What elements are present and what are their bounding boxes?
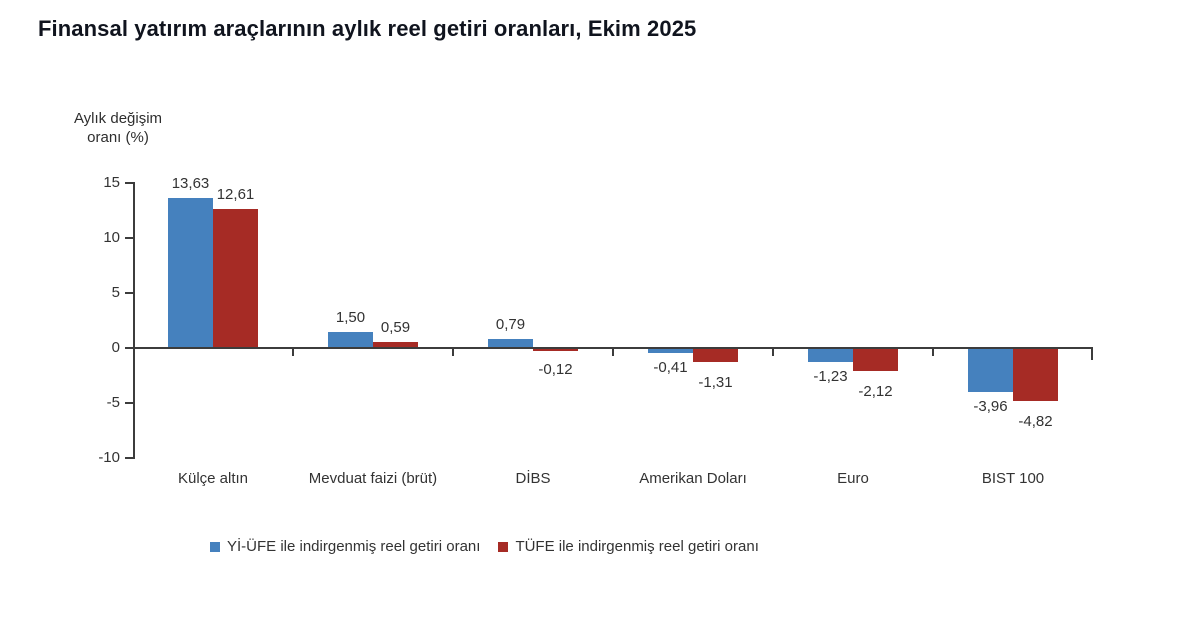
bar (853, 349, 898, 372)
x-category-label: Euro (837, 470, 869, 487)
x-axis-end-cap (1091, 348, 1093, 360)
bar-value-label: 12,61 (216, 186, 255, 204)
x-axis-tick (612, 349, 614, 356)
legend-marker-icon (498, 541, 509, 552)
bar-value-label: -1,23 (813, 367, 848, 385)
y-axis-label-line1: Aylık değişim (73, 110, 163, 127)
x-category-label: DİBS (515, 470, 551, 487)
y-axis-label: Aylık değişim oranı (%) (58, 109, 178, 147)
legend-marker-icon (210, 541, 220, 552)
x-category-label: Amerikan Doları (639, 470, 747, 487)
bar-value-label: -0,12 (538, 361, 573, 379)
legend-label: Yİ-ÜFE ile indirgenmiş reel getiri oranı (227, 538, 481, 555)
bar-value-label: -1,31 (698, 374, 733, 392)
x-category-label: Mevduat faizi (brüt) (308, 470, 438, 487)
y-axis-tick (125, 237, 134, 239)
y-tick-label: -10 (98, 449, 120, 466)
legend-item: TÜFE ile indirgenmiş reel getiri oranı (498, 538, 759, 555)
x-axis-tick (452, 349, 454, 356)
y-axis-tick (125, 402, 134, 404)
y-tick-label: 5 (111, 284, 120, 301)
y-axis-tick (125, 292, 134, 294)
x-axis-tick (292, 349, 294, 356)
bar (968, 349, 1013, 392)
bar-value-label: -3,96 (973, 397, 1008, 415)
y-axis-line (133, 182, 135, 459)
y-tick-label: -5 (106, 394, 120, 411)
bar-value-label: -0,41 (653, 358, 688, 376)
bar (533, 349, 578, 351)
x-category-label: Külçe altın (177, 470, 249, 487)
bar-value-label: 0,79 (495, 316, 526, 334)
bar-value-label: 13,63 (171, 175, 210, 193)
bar-value-label: -2,12 (858, 383, 893, 401)
bar (1013, 349, 1058, 402)
chart-title: Finansal yatırım araçlarının aylık reel … (38, 16, 697, 41)
x-axis-tick (932, 349, 934, 356)
bar-value-label: 0,59 (380, 318, 411, 336)
bar (808, 349, 853, 362)
y-axis-tick (125, 457, 134, 459)
legend: Yİ-ÜFE ile indirgenmiş reel getiri oranı… (210, 538, 759, 555)
bar (488, 339, 533, 348)
bar (328, 331, 373, 348)
y-tick-label: 0 (111, 339, 120, 356)
bar (648, 349, 693, 353)
legend-item: Yİ-ÜFE ile indirgenmiş reel getiri oranı (210, 538, 480, 555)
bar (168, 198, 213, 348)
x-axis-tick (772, 349, 774, 356)
bar-value-label: 1,50 (335, 308, 366, 326)
legend-label: TÜFE ile indirgenmiş reel getiri oranı (515, 538, 759, 555)
x-category-label: BIST 100 (981, 470, 1045, 487)
bar (693, 349, 738, 363)
y-tick-label: 10 (103, 229, 120, 246)
y-tick-label: 15 (103, 174, 120, 191)
bar-value-label: -4,82 (1018, 413, 1053, 431)
bar (213, 209, 258, 348)
y-axis-label-line2: oranı (%) (87, 129, 149, 146)
y-axis-tick (125, 347, 134, 349)
bar (373, 341, 418, 348)
x-axis-line (134, 347, 1093, 349)
y-axis-tick (125, 182, 134, 184)
